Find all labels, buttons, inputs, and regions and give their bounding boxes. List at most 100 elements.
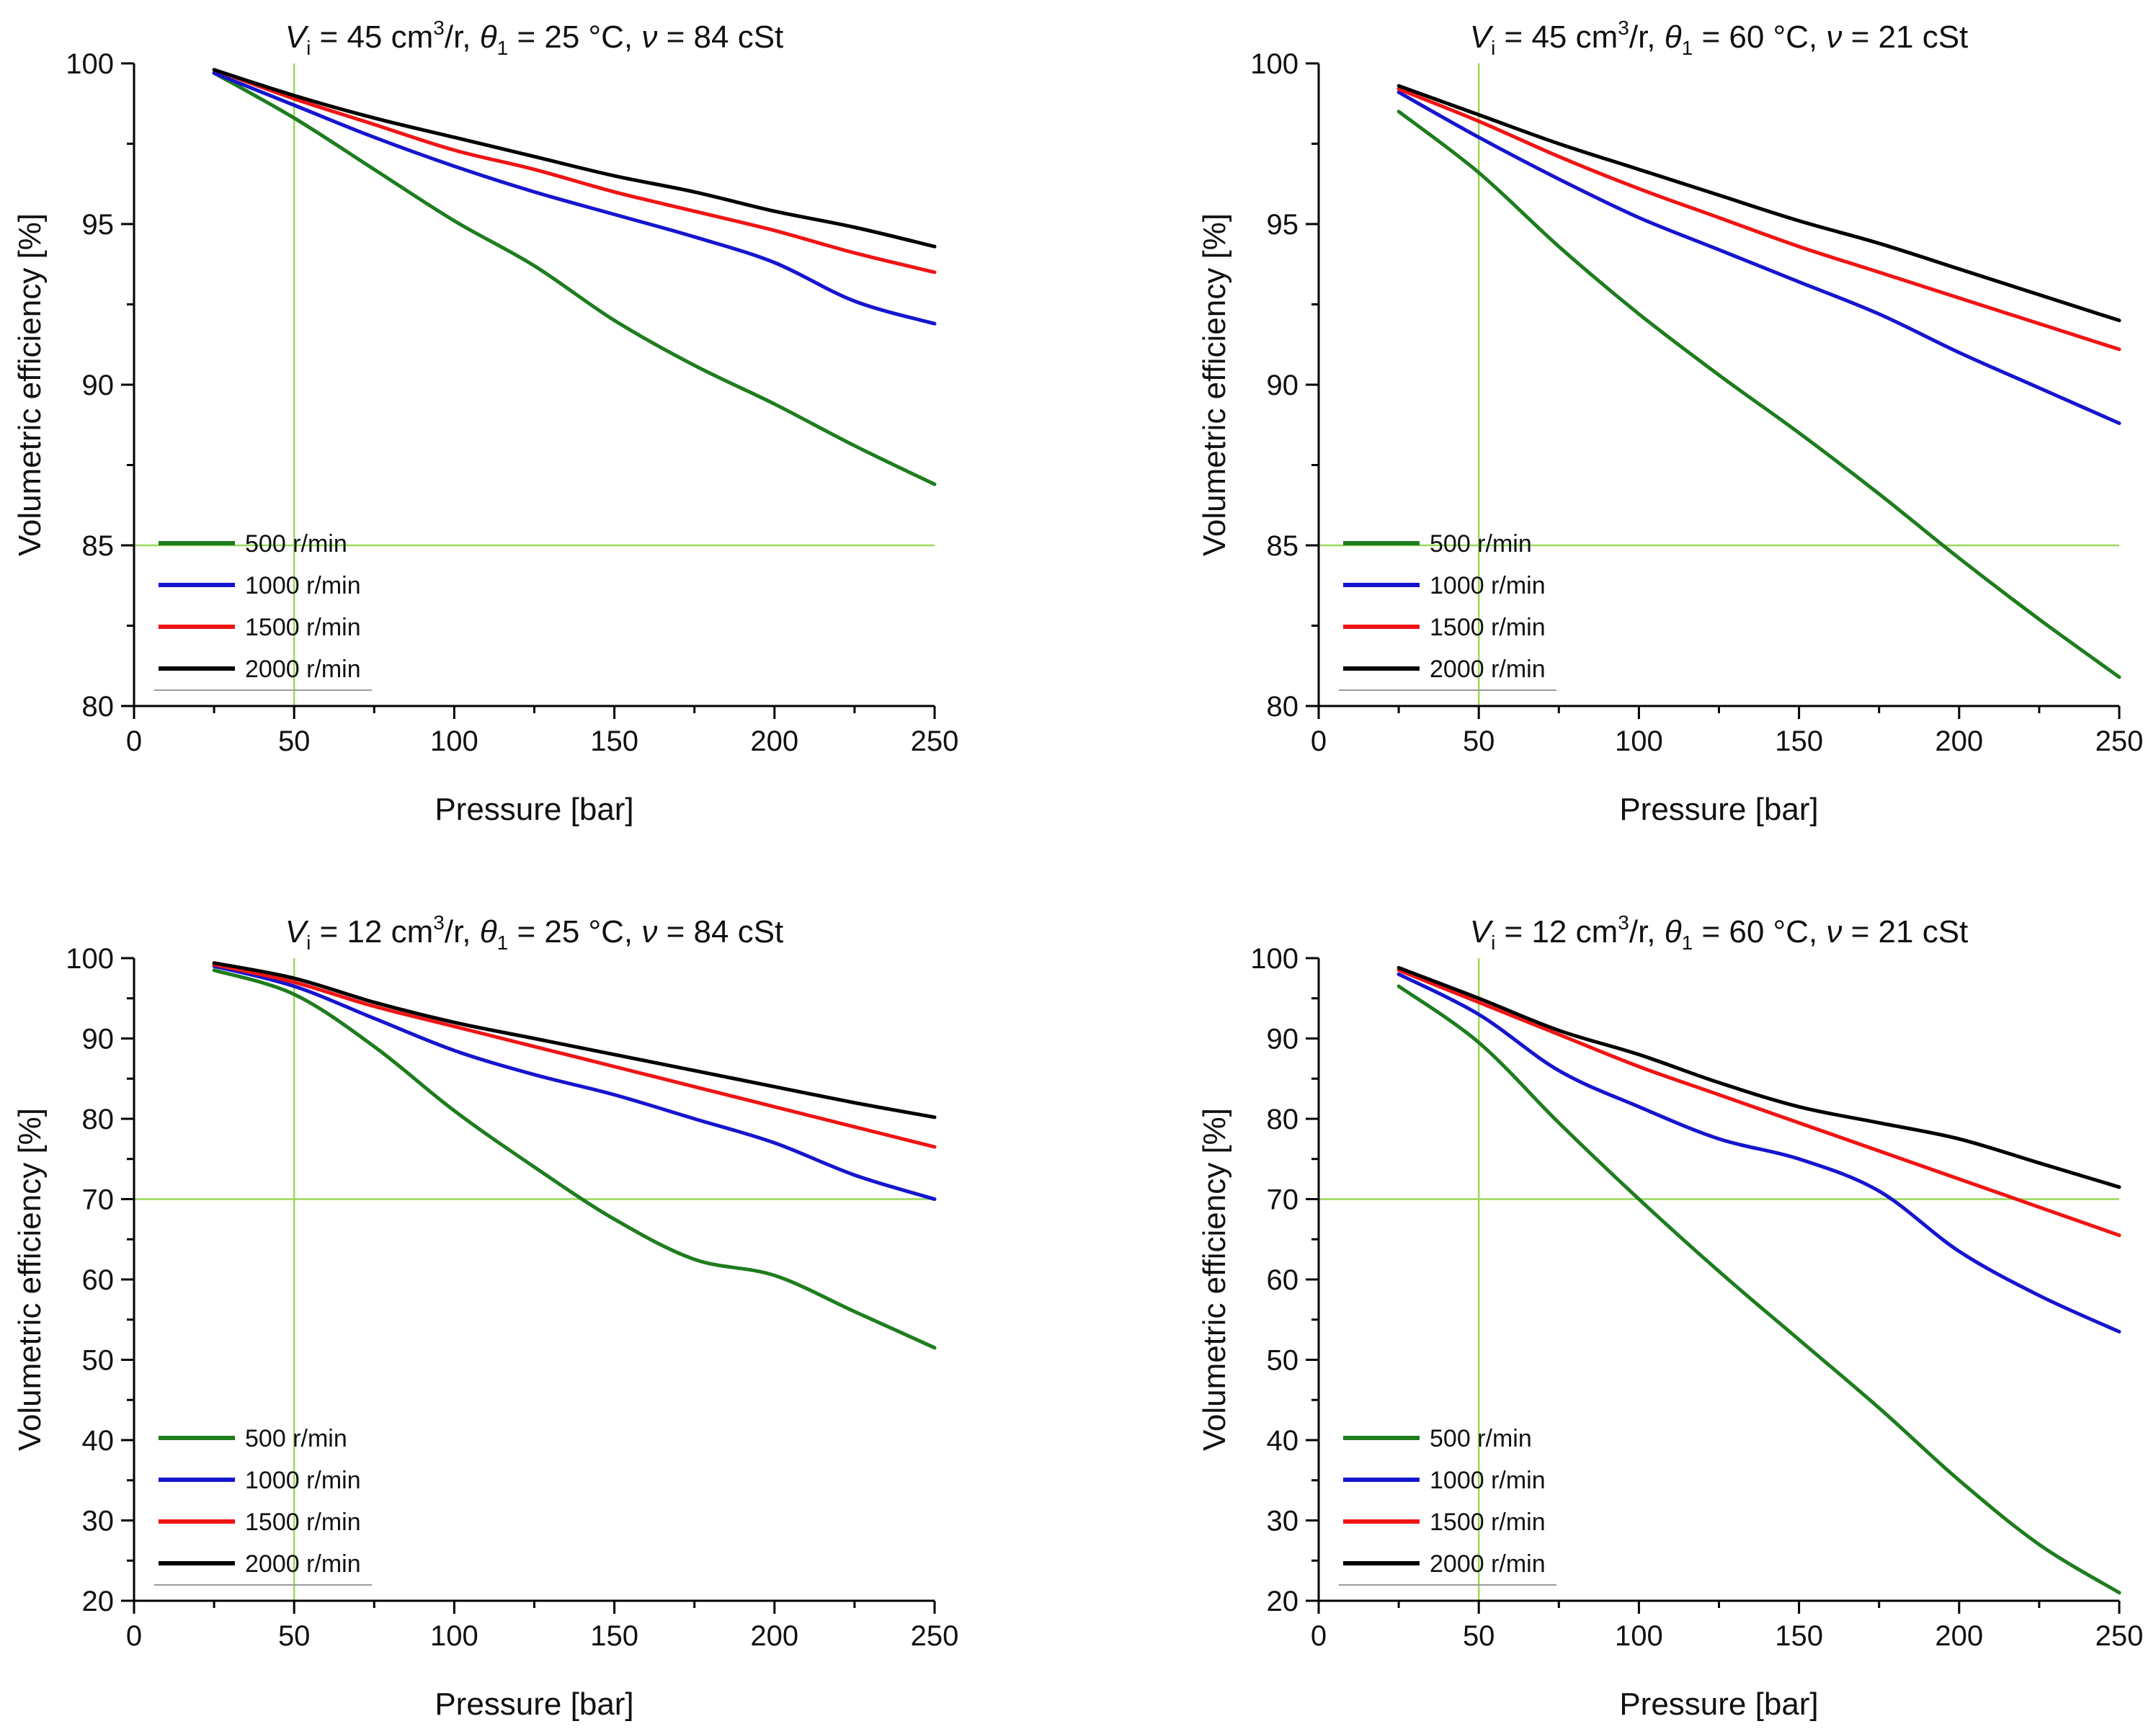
series-line-500-rpm (212, 968, 937, 1350)
y-tick-label: 100 (66, 48, 114, 80)
title-temperature-symbol: θ (480, 19, 497, 55)
series-line-1500-rpm (212, 962, 937, 1149)
x-tick-label: 150 (590, 725, 638, 757)
y-tick-label: 70 (82, 1184, 115, 1216)
x-tick-label: 150 (1775, 725, 1823, 757)
title-equals: = (1693, 19, 1729, 55)
series-line-1500-rpm (1396, 87, 2121, 352)
title-temperature-symbol: θ (480, 914, 497, 950)
x-axis-label: Pressure [bar] (1619, 792, 1818, 827)
x-tick-label: 250 (2095, 725, 2144, 757)
series-line-1500-rpm (1396, 968, 2121, 1238)
title-equals: = (508, 914, 544, 950)
title-equals: = (657, 914, 693, 950)
y-axis-label: Volumetric efficiency [%] (12, 1108, 48, 1451)
y-tick-label: 95 (82, 209, 115, 241)
title-volume-value: 12 cm (1531, 914, 1618, 950)
legend-label: 2000 r/min (1430, 656, 1546, 683)
title-volume-value: 45 cm (347, 19, 433, 55)
y-tick-label: 50 (82, 1345, 115, 1377)
title-equals: = (311, 914, 347, 950)
legend-label: 500 r/min (245, 530, 347, 558)
x-tick-label: 50 (1463, 725, 1495, 757)
title-temperature-symbol: θ (1665, 19, 1682, 55)
x-tick-label: 150 (590, 1620, 638, 1652)
y-tick-label: 80 (82, 1104, 115, 1135)
title-viscosity-value: 84 cSt (694, 19, 784, 55)
legend-label: 1500 r/min (245, 614, 361, 641)
title-temperature-subscript: 1 (497, 37, 509, 59)
title-space (1817, 19, 1826, 55)
title-temperature-subscript: 1 (497, 931, 509, 954)
x-tick-label: 0 (126, 1620, 142, 1652)
title-volume-symbol: V (1470, 914, 1494, 950)
title-volume-subscript: i (306, 931, 311, 954)
chart-panel-4: 0 50 100 150 200 250 20 30 40 50 60 70 80 90 100 Pressu… (1197, 911, 2143, 1722)
title-viscosity-symbol: ν (641, 914, 657, 950)
legend: 500 r/min 1000 r/min 1500 r/min 2000 r/min (154, 530, 372, 691)
title-volume-unit: /r, (1629, 914, 1656, 950)
title-viscosity-value: 84 cSt (694, 914, 784, 950)
title-volume-subscript: i (1491, 37, 1495, 59)
chart-title: Vi = 45 cm3/r, θ1 = 60 °C, ν = 21 cSt (1470, 17, 1969, 59)
legend-label: 500 r/min (245, 1425, 347, 1452)
series-line-2000-rpm (212, 961, 937, 1120)
title-equals: = (508, 19, 544, 55)
x-tick-label: 50 (278, 725, 311, 757)
y-tick-label: 60 (1267, 1264, 1299, 1296)
title-temperature-subscript: 1 (1682, 931, 1693, 954)
title-viscosity-symbol: ν (1826, 19, 1842, 55)
title-equals: = (657, 19, 693, 55)
y-tick-label: 50 (1267, 1345, 1299, 1377)
legend-label: 1000 r/min (245, 572, 361, 599)
title-viscosity-value: 21 cSt (1879, 914, 1969, 950)
title-temperature-value: 60 °C, (1729, 914, 1817, 950)
series-line-500-rpm (212, 71, 937, 486)
title-temperature-value: 25 °C, (544, 19, 633, 55)
y-tick-label: 20 (82, 1586, 115, 1617)
x-tick-label: 200 (750, 725, 798, 757)
x-tick-label: 200 (750, 1620, 798, 1652)
x-tick-label: 200 (1935, 1620, 1983, 1652)
y-axis-label: Volumetric efficiency [%] (1197, 1108, 1232, 1451)
x-tick-label: 100 (1615, 1620, 1663, 1652)
title-temperature-symbol: θ (1665, 914, 1682, 950)
legend-label: 500 r/min (1430, 1425, 1532, 1452)
title-volume-subscript: i (1491, 931, 1495, 954)
legend-label: 1000 r/min (1430, 1467, 1546, 1494)
x-tick-label: 0 (1311, 725, 1327, 757)
y-tick-label: 80 (1267, 691, 1299, 723)
title-volume-subscript: i (306, 37, 311, 59)
chart-title: Vi = 12 cm3/r, θ1 = 25 °C, ν = 84 cSt (285, 911, 784, 954)
y-tick-label: 100 (1250, 48, 1298, 80)
title-temperature-value: 60 °C, (1729, 19, 1817, 55)
y-axis-label: Volumetric efficiency [%] (1197, 213, 1232, 556)
x-axis-label: Pressure [bar] (435, 1686, 633, 1722)
x-tick-label: 50 (278, 1620, 311, 1652)
title-volume-unit: /r, (445, 19, 471, 55)
series-line-1500-rpm (212, 68, 937, 274)
chart-panel-1: 0 50 100 150 200 250 80 85 90 95 100 Pressure [bar]… (12, 17, 958, 827)
legend: 500 r/min 1000 r/min 1500 r/min 2000 r/min (154, 1425, 372, 1586)
legend-label: 1500 r/min (1430, 614, 1546, 641)
chart-title: Vi = 12 cm3/r, θ1 = 60 °C, ν = 21 cSt (1470, 911, 1969, 954)
title-space (1656, 19, 1665, 55)
y-tick-label: 80 (82, 691, 115, 723)
title-equals: = (1842, 914, 1878, 950)
title-volume-unit: /r, (445, 914, 471, 950)
title-volume-superscript: 3 (433, 911, 445, 934)
title-space (633, 914, 641, 950)
y-tick-label: 70 (1267, 1184, 1299, 1216)
series-line-2000-rpm (212, 68, 937, 249)
y-tick-label: 30 (82, 1506, 115, 1537)
y-tick-label: 20 (1267, 1586, 1299, 1617)
y-tick-label: 90 (1267, 370, 1299, 401)
title-volume-symbol: V (1470, 19, 1494, 55)
series-line-1000-rpm (212, 71, 937, 326)
title-temperature-value: 25 °C, (544, 914, 633, 950)
x-tick-label: 250 (911, 725, 959, 757)
y-tick-label: 40 (82, 1425, 115, 1457)
x-tick-label: 100 (430, 1620, 478, 1652)
y-tick-label: 80 (1267, 1104, 1299, 1135)
